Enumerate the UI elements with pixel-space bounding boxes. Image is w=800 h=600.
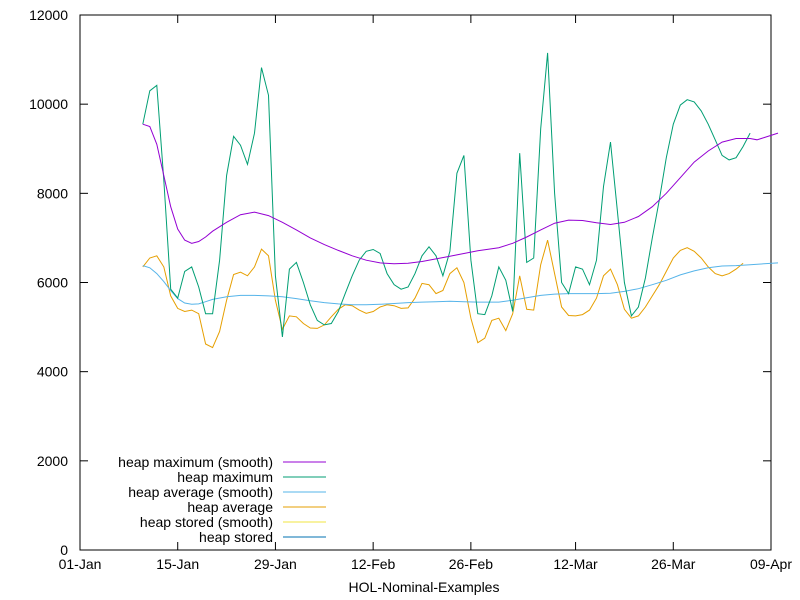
series-line-heap-average-smooth	[142, 262, 779, 306]
y-tick-label: 2000	[37, 453, 68, 469]
plot-area	[142, 52, 779, 349]
y-tick-label: 0	[60, 542, 68, 558]
legend-label: heap stored (smooth)	[140, 514, 273, 530]
axes	[79, 14, 772, 551]
x-tick-label: 26-Mar	[651, 556, 696, 572]
x-tick-label: 09-Apr	[750, 556, 792, 572]
legend-label: heap average (smooth)	[128, 484, 273, 500]
x-tick-label: 01-Jan	[59, 556, 102, 572]
series-line-heap-maximum-smooth	[142, 123, 779, 265]
y-tick-label: 10000	[29, 96, 68, 112]
x-tick-label: 12-Feb	[351, 556, 396, 572]
y-tick-label: 4000	[37, 364, 68, 380]
x-tick-label: 15-Jan	[156, 556, 199, 572]
legend-label: heap stored	[199, 529, 273, 545]
legend-label: heap maximum	[177, 469, 273, 485]
legend-label: heap maximum (smooth)	[118, 454, 273, 470]
x-tick-label: 12-Mar	[553, 556, 598, 572]
y-tick-label: 8000	[37, 185, 68, 201]
series-line-heap-maximum	[142, 52, 751, 337]
series-line-heap-average	[142, 239, 744, 349]
legend-label: heap average	[187, 499, 273, 515]
tick-labels: 0 2000 4000 6000 8000 10000 12000 01-Jan 15-Jan 2…	[29, 7, 792, 572]
x-tick-label: 26-Feb	[449, 556, 494, 572]
x-tick-label: 29-Jan	[254, 556, 297, 572]
x-axis-label: HOL-Nominal-Examples	[349, 579, 500, 595]
y-tick-label: 6000	[37, 275, 68, 291]
y-tick-label: 12000	[29, 7, 68, 23]
